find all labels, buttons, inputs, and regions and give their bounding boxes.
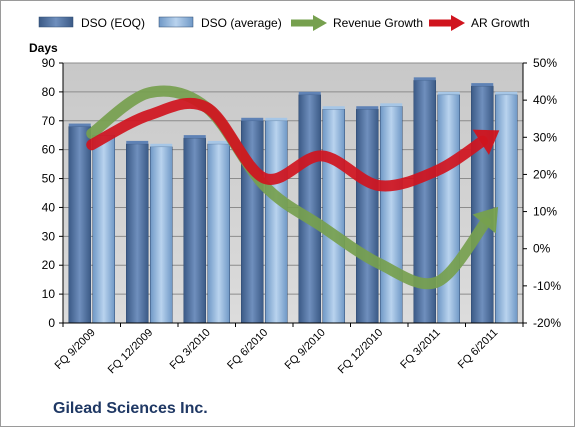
legend-label-dso-average: DSO (average) — [201, 16, 282, 30]
bar-top — [265, 117, 288, 121]
bar-top — [241, 117, 264, 121]
left-tick-label: 80 — [42, 85, 56, 99]
legend-swatch-dso-eoq — [38, 16, 74, 28]
x-tick-label: FQ 9/2009 — [53, 327, 98, 372]
bar-dso-eoq — [356, 108, 379, 324]
right-axis-ticks: -20% -10% 0% 10% 20% 30% 40% 50% — [533, 56, 561, 330]
bar-dso-eoq — [183, 137, 206, 324]
bar-dso-average — [207, 143, 230, 324]
ar-growth-line — [86, 97, 488, 192]
legend-label-dso-eoq: DSO (EOQ) — [81, 16, 145, 30]
bar-dso-eoq — [471, 85, 494, 324]
right-tick-label: 0% — [533, 242, 551, 256]
revenue-growth-arrowhead — [472, 206, 499, 234]
bar-top — [207, 140, 230, 144]
left-tick-label: 90 — [42, 56, 56, 70]
legend-label-ar-growth: AR Growth — [471, 16, 530, 30]
left-tick-label: 20 — [42, 258, 56, 272]
bar-top — [68, 123, 91, 127]
axes — [59, 62, 527, 327]
bar-dso-average — [322, 108, 345, 324]
left-axis-ticks: 0 10 20 30 40 50 60 70 80 90 — [42, 56, 56, 330]
x-tick-label: FQ 12/2010 — [336, 327, 386, 377]
x-axis-tick-labels: FQ 9/2009 FQ 12/2009 FQ 3/2010 FQ 6/2010 FQ … — [53, 327, 501, 377]
bar-top — [356, 106, 379, 110]
bar-top — [495, 91, 518, 95]
legend: DSO (EOQ) DSO (average) Revenue Growth AR G… — [38, 15, 530, 31]
legend-label-revenue-growth: Revenue Growth — [333, 16, 423, 30]
revenue-growth-line — [86, 85, 491, 290]
chart-caption: Gilead Sciences Inc. — [53, 400, 208, 417]
right-tick-label: 30% — [533, 130, 557, 144]
right-tick-label: 10% — [533, 205, 557, 219]
bar-dso-eoq — [126, 143, 149, 324]
left-tick-label: 10 — [42, 287, 56, 301]
bar-dso-average — [265, 120, 288, 324]
x-tick-label: FQ 9/2010 — [283, 327, 328, 372]
bar-dso-average — [495, 94, 518, 324]
legend-swatch-dso-average — [158, 16, 194, 28]
growth-lines — [86, 85, 500, 290]
x-tick-label: FQ 3/2011 — [398, 327, 443, 372]
left-tick-label: 0 — [48, 316, 55, 330]
left-tick-label: 70 — [42, 114, 56, 128]
right-tick-label: -10% — [533, 279, 561, 293]
bar-top — [471, 83, 494, 87]
right-tick-label: -20% — [533, 316, 561, 330]
ar-growth-arrowhead — [472, 129, 500, 155]
x-tick-label: FQ 6/2011 — [456, 327, 501, 372]
x-tick-label: FQ 6/2010 — [225, 327, 270, 372]
legend-arrow-ar-growth — [451, 15, 465, 31]
bar-top — [126, 140, 149, 144]
x-tick-label: FQ 12/2009 — [106, 327, 156, 377]
left-tick-label: 60 — [42, 143, 56, 157]
left-tick-label: 30 — [42, 229, 56, 243]
bar-dso-average — [380, 106, 403, 324]
bar-dso-average — [92, 134, 115, 324]
bar-top — [380, 103, 403, 107]
bar-top — [322, 106, 345, 110]
right-tick-label: 40% — [533, 93, 557, 107]
right-tick-label: 20% — [533, 167, 557, 181]
legend-arrow-revenue-growth — [313, 15, 327, 31]
bar-top — [298, 91, 321, 95]
bar-dso-eoq — [68, 126, 91, 324]
x-tick-label: FQ 3/2010 — [168, 327, 213, 372]
right-tick-label: 50% — [533, 56, 557, 70]
bar-top — [413, 77, 436, 81]
bar-top — [437, 91, 460, 95]
bar-top — [150, 143, 173, 147]
y-axis-title: Days — [29, 41, 58, 55]
bar-dso-average — [150, 146, 173, 324]
bar-top — [183, 135, 206, 139]
left-tick-label: 40 — [42, 200, 56, 214]
left-tick-label: 50 — [42, 172, 56, 186]
bar-dso-average — [437, 94, 460, 324]
